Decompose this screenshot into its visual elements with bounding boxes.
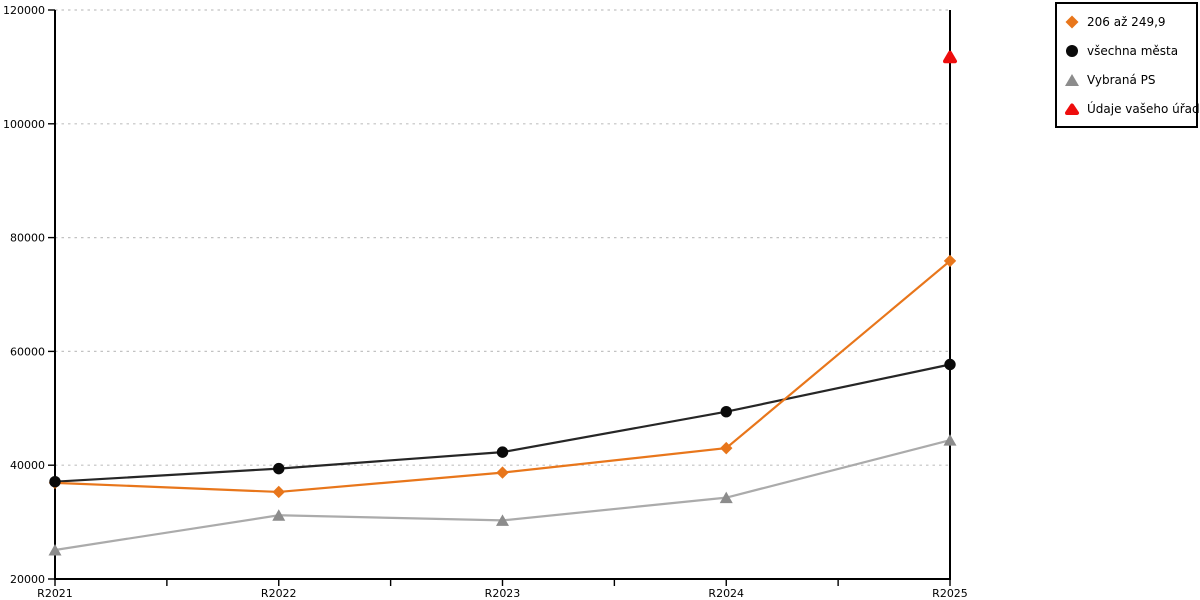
y-axis-tick-label: 120000 [3, 4, 45, 17]
legend-label: všechna města [1087, 43, 1179, 58]
y-axis-tick-label: 40000 [10, 459, 45, 472]
legend-item-series-2: Vybraná PS [1064, 65, 1194, 94]
legend-item-series-0: 206 až 249,9 [1064, 7, 1194, 36]
diamond-icon [1064, 15, 1080, 29]
y-axis-tick-label: 100000 [3, 118, 45, 131]
legend-label: 206 až 249,9 [1087, 14, 1166, 29]
x-axis-tick-label: R2024 [708, 587, 744, 600]
triangle-icon [1064, 102, 1080, 116]
data-point-marker [496, 446, 509, 458]
legend-label: Vybraná PS [1087, 72, 1156, 87]
legend-item-series-3: Údaje vašeho úřadu [1064, 94, 1200, 123]
triangle-icon [1064, 73, 1080, 87]
data-point-marker [944, 358, 956, 371]
data-point-marker [48, 543, 62, 556]
data-point-marker [272, 485, 285, 499]
data-point-marker [273, 462, 285, 475]
data-point-marker [720, 441, 733, 455]
data-point-marker [943, 434, 957, 446]
data-point-marker [943, 50, 957, 64]
y-axis-tick-label: 60000 [10, 345, 45, 358]
chart-legend: 206 až 249,9 všechna města Vybraná PS Úd… [1055, 2, 1200, 128]
x-axis-tick-label: R2023 [485, 587, 521, 600]
legend-label: Údaje vašeho úřadu [1087, 101, 1200, 116]
data-point-marker [272, 509, 286, 521]
data-point-marker [943, 254, 957, 268]
series-line-1 [54, 363, 951, 483]
circle-icon [1064, 44, 1080, 58]
data-point-marker [49, 476, 61, 488]
legend-item-series-1: všechna města [1064, 36, 1194, 65]
y-axis-tick-label: 20000 [10, 573, 45, 586]
data-point-marker [719, 491, 733, 504]
data-point-marker [496, 466, 509, 479]
x-axis-tick-label: R2025 [932, 587, 968, 600]
data-point-marker [496, 514, 509, 526]
data-point-marker [720, 406, 732, 418]
x-axis-tick-label: R2022 [261, 587, 297, 600]
y-axis-tick-label: 80000 [10, 232, 45, 245]
x-axis-tick-label: R2021 [37, 587, 73, 600]
